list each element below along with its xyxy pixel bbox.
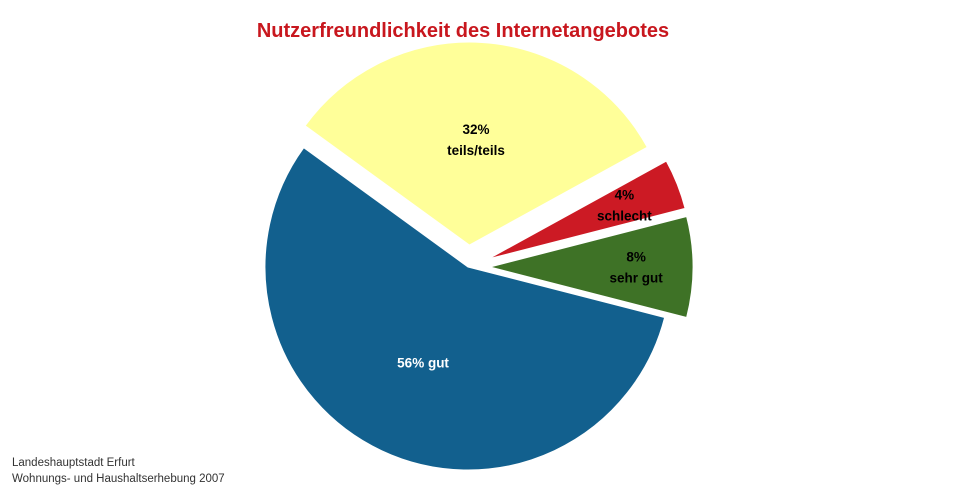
source-line-1: Landeshauptstadt Erfurt	[12, 457, 135, 469]
slice-label-sehr-gut: 8% sehr gut	[610, 250, 664, 286]
slice-label-gut: 56% gut	[397, 356, 449, 371]
pie-slice-sehr-gut	[489, 215, 694, 319]
slice-label-schlecht: 4% schlecht	[597, 188, 652, 224]
pie-slice-teils-teils	[304, 41, 648, 246]
pie-slice-schlecht	[488, 160, 686, 260]
slice-label-teils-teils: 32% teils/teils	[447, 122, 505, 158]
source-line-2: Wohnungs- und Haushaltserhebung 2007	[12, 473, 225, 485]
source-note: Landeshauptstadt Erfurt Wohnungs- und Ha…	[12, 455, 225, 487]
chart-title: Nutzerfreundlichkeit des Internetangebot…	[256, 20, 670, 42]
pie-slice-gut	[264, 146, 666, 471]
